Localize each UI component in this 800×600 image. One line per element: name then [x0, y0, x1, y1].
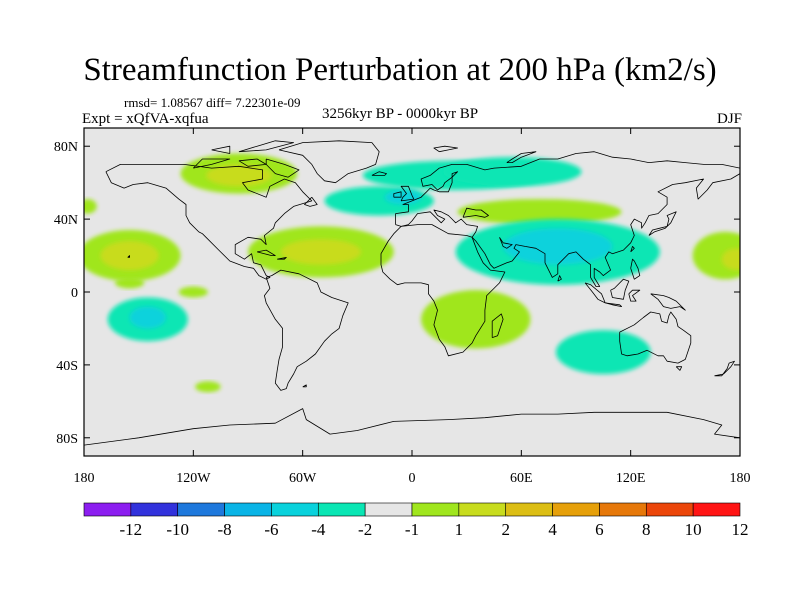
coastline-3: [395, 151, 740, 225]
colorbar-swatch-4: [271, 502, 319, 517]
coastline-19: [630, 258, 641, 280]
colorbar-swatch-6: [364, 502, 413, 517]
x-tick-label-3: 0: [409, 471, 416, 486]
colorbar-swatch-3: [224, 502, 272, 517]
axis-ticks: 180 120W 60W 0 60E 120E 180 80N 40N 0 40S 80S: [54, 128, 751, 486]
colorbar-swatch-2: [177, 502, 225, 517]
chart-title: Streamfunction Perturbation at 200 hPa (…: [83, 52, 717, 88]
coastline-25: [193, 158, 231, 169]
coastline-0: [105, 164, 313, 280]
colorbar-label-7: 1: [455, 520, 464, 539]
colorbar-label-4: -4: [311, 520, 326, 539]
coastline-7: [619, 311, 692, 364]
coastline-15: [605, 302, 622, 307]
coastline-6: [499, 237, 513, 249]
stats-line: rmsd= 1.08567 diff= 7.22301e-09: [124, 95, 301, 110]
coastline-2: [380, 224, 506, 357]
coastline-27: [265, 158, 300, 178]
anomaly-region-13: [84, 199, 97, 214]
y-tick-label-4: 80S: [56, 432, 78, 447]
coastline-11: [393, 191, 402, 198]
coastline-35: [506, 151, 537, 163]
coastline-30: [304, 196, 318, 207]
coastline-22: [557, 275, 562, 282]
anomaly-fields: [84, 153, 740, 393]
coastline-28: [238, 140, 294, 153]
coastline-23: [257, 249, 276, 256]
anomaly-region-3: [442, 157, 582, 187]
colorbar-swatch-10: [552, 502, 600, 517]
colorbar-label-5: -2: [358, 520, 372, 539]
colorbar-label-6: -1: [405, 520, 419, 539]
coastline-33: [127, 255, 130, 258]
coastline-4: [395, 173, 740, 287]
coastline-34: [433, 145, 458, 153]
y-tick-label-2: 0: [71, 286, 78, 301]
coastline-21: [491, 313, 504, 338]
colorbar-swatch-1: [130, 502, 179, 517]
colorbar-label-13: 12: [732, 520, 749, 539]
coastline-1: [264, 269, 349, 391]
x-tick-label-1: 120W: [176, 471, 211, 486]
colorbar-label-0: -12: [120, 520, 143, 539]
coastline-20: [630, 246, 635, 253]
colorbar-label-10: 6: [595, 520, 604, 539]
season-label: DJF: [716, 111, 742, 127]
coastline-5: [462, 207, 489, 218]
colorbar-swatch-0: [83, 502, 132, 517]
colorbar-label-12: 10: [685, 520, 702, 539]
colorbar-swatch-8: [458, 502, 507, 517]
coastline-12: [371, 171, 387, 176]
anomaly-region-16: [421, 290, 531, 349]
coastline-16: [610, 278, 630, 300]
x-tick-label-5: 120E: [616, 471, 646, 486]
colorbar-swatch-9: [505, 502, 553, 517]
anomaly-region-11: [114, 277, 145, 289]
anomaly-region-1: [206, 164, 272, 187]
colorbar-label-8: 2: [501, 520, 510, 539]
colorbar-label-9: 4: [548, 520, 557, 539]
y-tick-label-1: 40N: [54, 213, 78, 228]
anomaly-region-22: [721, 248, 740, 271]
anomaly-region-15: [503, 228, 613, 265]
colorbar-swatch-5: [317, 502, 366, 517]
x-tick-label-0: 180: [74, 471, 95, 486]
coastline-24: [277, 257, 287, 260]
coastline-8: [278, 140, 380, 184]
experiment-label: Expt = xQfVA-xqfua: [82, 111, 209, 127]
coastline-18: [650, 293, 686, 311]
colorbar-label-2: -8: [217, 520, 231, 539]
colorbar-swatch-7: [411, 502, 460, 517]
x-tick-label-2: 60W: [289, 471, 317, 486]
coastline-31: [714, 360, 735, 377]
anomaly-region-12: [178, 286, 208, 298]
anomaly-region-6: [457, 199, 622, 225]
x-tick-label-4: 60E: [510, 471, 533, 486]
coastline-29: [211, 145, 231, 154]
anomaly-region-20: [195, 381, 221, 393]
coastline-36: [302, 384, 307, 388]
coastline-17: [628, 289, 641, 302]
colorbar-swatch-11: [599, 502, 647, 517]
coastlines: [84, 140, 740, 446]
colorbar: -12 -10 -8 -6 -4 -2 -1 1 2 4 6 8 10 12: [83, 502, 749, 539]
x-tick-label-6: 180: [730, 471, 751, 486]
y-tick-label-0: 80N: [54, 140, 78, 155]
colorbar-label-1: -10: [166, 520, 189, 539]
y-tick-label-3: 40S: [56, 359, 78, 374]
anomaly-region-10: [280, 239, 361, 265]
colorbar-swatch-12: [645, 502, 694, 517]
time-range-subtitle: 3256kyr BP - 0000kyr BP: [321, 106, 479, 122]
colorbar-label-3: -6: [264, 520, 278, 539]
colorbar-label-11: 8: [642, 520, 651, 539]
colorbar-swatch-13: [692, 502, 741, 517]
anomaly-region-18: [129, 306, 166, 329]
coastline-9: [84, 408, 740, 446]
coastline-10: [400, 185, 415, 202]
anomaly-region-19: [555, 330, 651, 374]
coastline-32: [675, 366, 683, 371]
coastline-13: [648, 211, 677, 236]
